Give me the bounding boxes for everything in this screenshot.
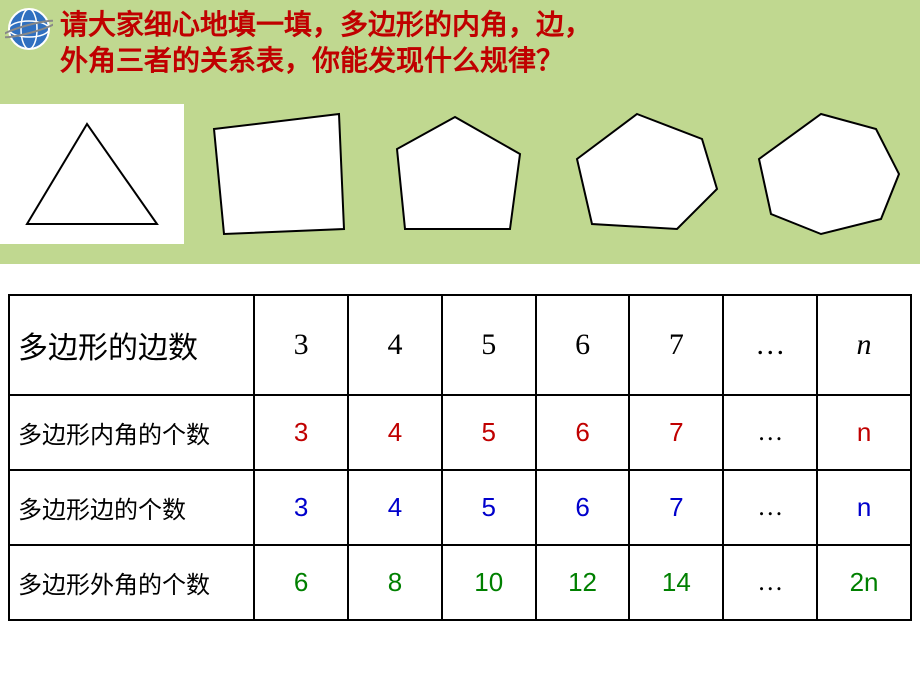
col-7: 7 (629, 295, 723, 395)
triangle-icon (27, 124, 157, 224)
quadrilateral-icon (214, 114, 344, 234)
col-6: 6 (536, 295, 630, 395)
shape-hexagon (552, 99, 736, 249)
shapes-row (0, 89, 920, 264)
table-header-row: 多边形的边数 3 4 5 6 7 … n (9, 295, 911, 395)
globe-logo-icon (5, 5, 53, 53)
cell-dots: … (723, 470, 817, 545)
polygon-table: 多边形的边数 3 4 5 6 7 … n 多边形内角的个数 3 4 5 6 7 … (8, 294, 912, 621)
shape-quadrilateral (184, 99, 368, 249)
col-3: 3 (254, 295, 348, 395)
shape-pentagon (368, 99, 552, 249)
cell: 3 (254, 395, 348, 470)
table-row: 多边形内角的个数 3 4 5 6 7 … n (9, 395, 911, 470)
cell: 2n (817, 545, 911, 620)
cell: 4 (348, 470, 442, 545)
cell-dots: … (723, 545, 817, 620)
row-label-interior: 多边形内角的个数 (9, 395, 254, 470)
shape-triangle (0, 104, 184, 244)
header-label: 多边形的边数 (9, 295, 254, 395)
cell: n (817, 395, 911, 470)
table-row: 多边形外角的个数 6 8 10 12 14 … 2n (9, 545, 911, 620)
col-dots: … (723, 295, 817, 395)
header-area: 请大家细心地填一填，多边形的内角，边， 外角三者的关系表，你能发现什么规律？ (0, 0, 920, 89)
cell: 7 (629, 470, 723, 545)
table-row: 多边形边的个数 3 4 5 6 7 … n (9, 470, 911, 545)
col-n: n (817, 295, 911, 395)
pentagon-icon (397, 117, 520, 229)
cell: 10 (442, 545, 536, 620)
col-4: 4 (348, 295, 442, 395)
heptagon-icon (759, 114, 899, 234)
shape-heptagon (736, 99, 920, 249)
cell: 6 (536, 470, 630, 545)
hexagon-icon (577, 114, 717, 229)
row-label-edges: 多边形边的个数 (9, 470, 254, 545)
title-line-2: 外角三者的关系表，你能发现什么规律？ (60, 44, 910, 80)
cell: 8 (348, 545, 442, 620)
cell: 6 (254, 545, 348, 620)
cell: 5 (442, 395, 536, 470)
title-line-1: 请大家细心地填一填，多边形的内角，边， (60, 8, 910, 44)
cell: n (817, 470, 911, 545)
row-label-exterior: 多边形外角的个数 (9, 545, 254, 620)
col-5: 5 (442, 295, 536, 395)
cell: 14 (629, 545, 723, 620)
cell: 5 (442, 470, 536, 545)
cell: 3 (254, 470, 348, 545)
cell: 7 (629, 395, 723, 470)
cell: 4 (348, 395, 442, 470)
cell: 6 (536, 395, 630, 470)
cell-dots: … (723, 395, 817, 470)
cell: 12 (536, 545, 630, 620)
